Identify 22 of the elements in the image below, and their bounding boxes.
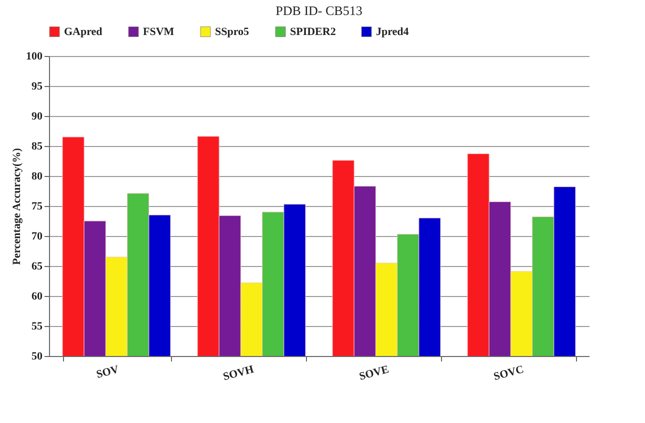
y-tick-label: 50 (32, 350, 43, 362)
y-tick-label: 65 (32, 260, 43, 272)
y-axis-title: Percentage Accuracy(%) (11, 148, 23, 265)
y-tick-label: 80 (32, 170, 43, 182)
x-tick-label: SOV (95, 363, 120, 381)
y-tick-label: 90 (32, 110, 43, 122)
x-tick-label: SOVE (358, 364, 390, 383)
y-tick-label: 85 (32, 140, 43, 152)
legend-label: Jpred4 (376, 26, 410, 38)
x-tick-label: SOVC (492, 363, 526, 383)
chart-title: PDB ID- CB513 (276, 3, 362, 18)
y-tick-label: 100 (26, 50, 43, 62)
legend-label: SPIDER2 (290, 26, 336, 38)
legend-label: FSVM (143, 26, 175, 38)
y-tick-label: 60 (32, 290, 43, 302)
y-tick-label: 95 (32, 80, 43, 92)
y-tick-label: 55 (32, 320, 43, 332)
x-tick-label: SOVH (222, 363, 256, 384)
legend-label: GApred (64, 26, 102, 38)
y-tick-label: 75 (32, 200, 43, 212)
legend-label: SSpro5 (215, 26, 250, 38)
y-tick-label: 70 (32, 230, 43, 242)
